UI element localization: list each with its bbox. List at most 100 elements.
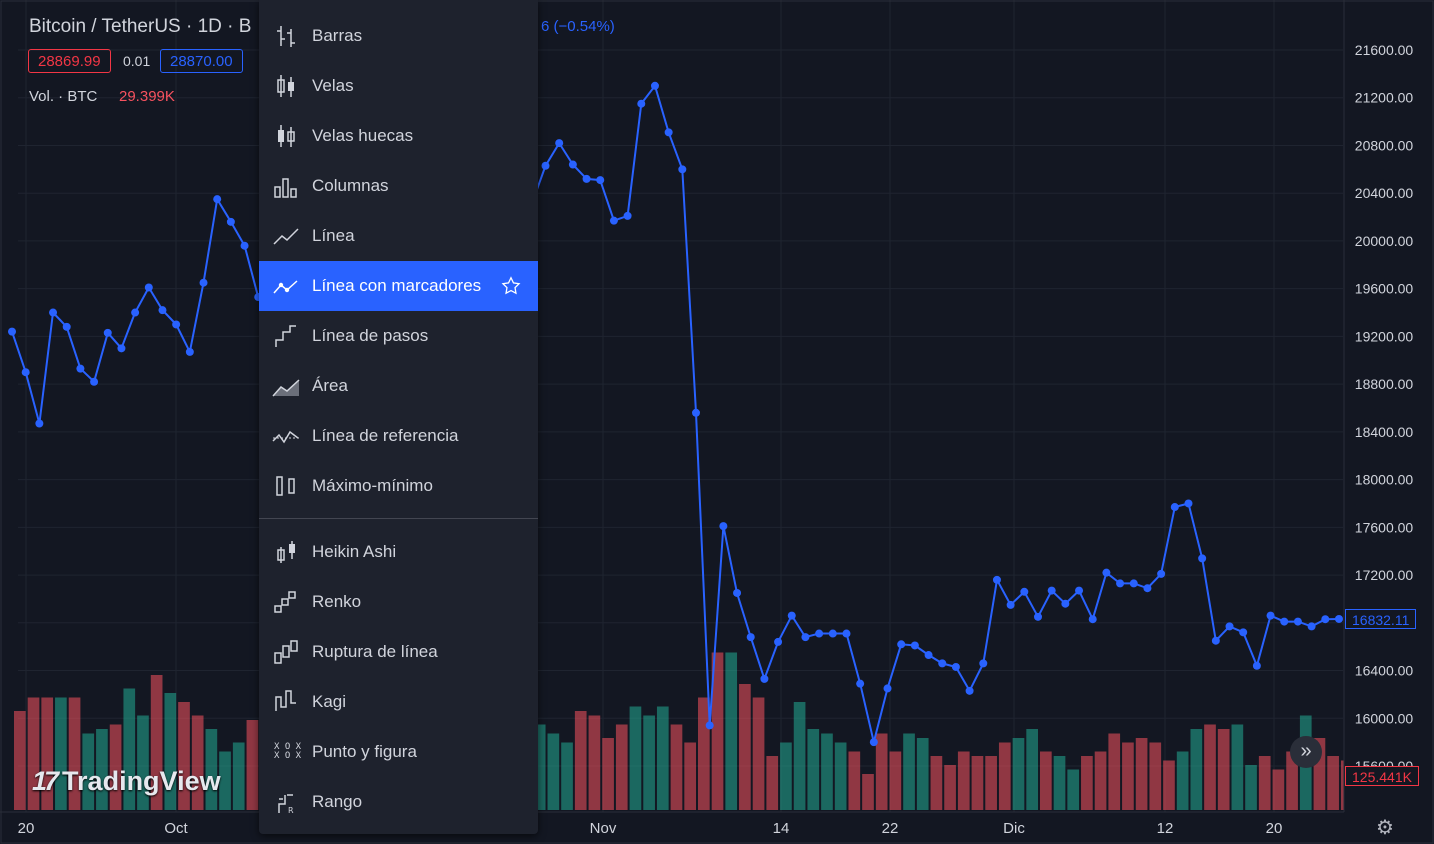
menu-item-line-break[interactable]: Ruptura de línea bbox=[259, 627, 538, 677]
volume-bar bbox=[807, 729, 820, 810]
price-marker bbox=[1116, 579, 1125, 588]
volume-bar bbox=[780, 742, 792, 810]
volume-bar bbox=[875, 733, 888, 810]
price-marker bbox=[1102, 568, 1111, 577]
price-marker bbox=[1170, 503, 1179, 512]
volume-bar bbox=[1094, 751, 1107, 810]
svg-text:X O X: X O X bbox=[274, 751, 301, 761]
menu-item-line[interactable]: Línea bbox=[259, 211, 538, 261]
price-marker bbox=[568, 160, 577, 169]
menu-item-kagi[interactable]: Kagi bbox=[259, 677, 538, 727]
price-marker bbox=[185, 347, 194, 356]
price-marker bbox=[678, 165, 687, 174]
volume-bar bbox=[793, 702, 806, 810]
volume-bar bbox=[766, 756, 779, 810]
price-marker bbox=[1129, 579, 1138, 588]
price-marker bbox=[1252, 661, 1261, 670]
volume-bar bbox=[232, 742, 245, 810]
volume-bar bbox=[574, 711, 587, 810]
price-marker bbox=[951, 662, 960, 671]
menu-item-label: Heikin Ashi bbox=[312, 542, 397, 561]
scroll-to-realtime-button[interactable]: » bbox=[1290, 736, 1322, 768]
volume-bar bbox=[1190, 729, 1203, 810]
kagi-icon bbox=[271, 687, 301, 717]
volume-bar bbox=[27, 697, 40, 810]
menu-item-baseline[interactable]: Línea de referencia bbox=[259, 411, 538, 461]
volume-bar bbox=[178, 702, 190, 810]
price-marker bbox=[1334, 614, 1343, 623]
price-marker bbox=[856, 679, 865, 688]
price-marker bbox=[609, 216, 618, 225]
volume-bar bbox=[1012, 738, 1025, 810]
menu-item-heikin-ashi[interactable]: Heikin Ashi bbox=[259, 527, 538, 577]
menu-item-line-markers[interactable]: Línea con marcadores bbox=[259, 261, 538, 311]
favorite-star-icon[interactable] bbox=[500, 275, 522, 302]
svg-text:X O X: X O X bbox=[274, 742, 301, 752]
price-marker bbox=[760, 674, 769, 683]
volume-label[interactable]: Vol. · BTC bbox=[29, 88, 98, 105]
bars-icon bbox=[271, 21, 301, 51]
price-tick-label: 18800.00 bbox=[1355, 376, 1414, 392]
ask-price-button[interactable]: 28870.00 bbox=[160, 49, 243, 73]
volume-bar bbox=[957, 751, 970, 810]
tradingview-logo[interactable]: 17 TradingView bbox=[32, 766, 221, 797]
renko-icon bbox=[271, 587, 301, 617]
menu-item-step-line[interactable]: Línea de pasos bbox=[259, 311, 538, 361]
bid-price-button[interactable]: 28869.99 bbox=[28, 49, 111, 73]
menu-item-range[interactable]: R Rango bbox=[259, 777, 538, 827]
menu-item-high-low[interactable]: Máximo-mínimo bbox=[259, 461, 538, 511]
price-marker bbox=[869, 738, 878, 747]
volume-bar bbox=[656, 706, 669, 810]
volume-bar bbox=[1026, 729, 1038, 810]
volume-bar bbox=[123, 688, 136, 810]
price-marker bbox=[1198, 554, 1207, 563]
price-marker bbox=[924, 651, 933, 660]
price-marker bbox=[144, 283, 153, 292]
step-line-icon bbox=[271, 321, 301, 351]
price-marker bbox=[637, 99, 646, 108]
price-tick-label: 16000.00 bbox=[1355, 710, 1414, 726]
line-break-icon bbox=[271, 637, 301, 667]
price-marker bbox=[35, 419, 44, 428]
volume-bar bbox=[1286, 751, 1298, 810]
menu-item-candles[interactable]: Velas bbox=[259, 61, 538, 111]
price-marker bbox=[883, 684, 892, 693]
time-tick-label: 20 bbox=[18, 820, 35, 837]
price-axis-bg bbox=[1344, 0, 1434, 844]
price-marker bbox=[979, 659, 988, 668]
price-tick-label: 20800.00 bbox=[1355, 137, 1414, 153]
menu-item-columns[interactable]: Columnas bbox=[259, 161, 538, 211]
menu-item-label: Kagi bbox=[312, 692, 347, 711]
volume-bar bbox=[109, 724, 122, 810]
volume-bar bbox=[889, 751, 902, 810]
gear-icon[interactable]: ⚙ bbox=[1376, 817, 1394, 839]
volume-bar bbox=[615, 724, 628, 810]
price-marker bbox=[117, 344, 126, 353]
menu-divider bbox=[259, 518, 538, 519]
volume-bar bbox=[916, 738, 929, 810]
price-tick-label: 21600.00 bbox=[1355, 42, 1414, 58]
menu-item-bars[interactable]: Barras bbox=[259, 11, 538, 61]
price-marker bbox=[158, 306, 167, 315]
price-tick-label: 19600.00 bbox=[1355, 281, 1414, 297]
range-icon: R bbox=[271, 787, 301, 817]
volume-bar bbox=[588, 715, 601, 810]
volume-bar bbox=[1204, 724, 1216, 810]
volume-bar bbox=[1231, 724, 1244, 810]
menu-item-area[interactable]: Área bbox=[259, 361, 538, 411]
menu-item-hollow-candles[interactable]: Velas huecas bbox=[259, 111, 538, 161]
symbol-title[interactable]: Bitcoin / TetherUS · 1D · B bbox=[29, 16, 252, 37]
volume-bar bbox=[1067, 769, 1080, 810]
menu-item-renko[interactable]: Renko bbox=[259, 577, 538, 627]
price-tick-label: 17600.00 bbox=[1355, 519, 1414, 535]
volume-bar bbox=[561, 742, 573, 810]
line-markers-icon bbox=[271, 271, 301, 301]
price-marker bbox=[910, 641, 919, 650]
heikin-ashi-icon bbox=[271, 537, 301, 567]
volume-bar bbox=[137, 715, 149, 810]
menu-item-label: Velas huecas bbox=[312, 126, 414, 145]
time-tick-label: Nov bbox=[590, 820, 617, 837]
volume-value: 29.399K bbox=[119, 88, 175, 105]
